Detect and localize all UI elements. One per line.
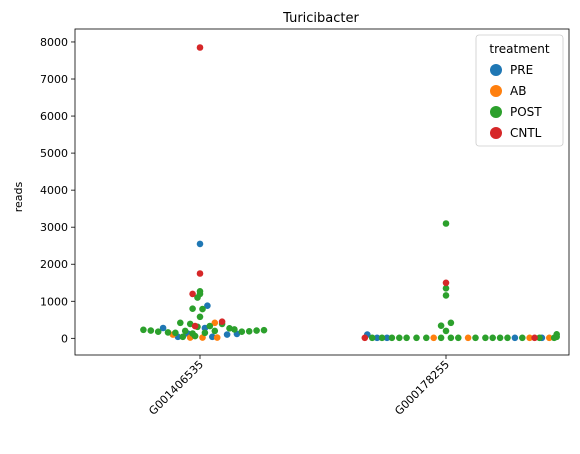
legend-box [475,34,564,147]
data-point-post [189,305,196,313]
chart-title: Turicibacter [282,11,359,26]
data-point-post [413,334,420,342]
data-point-ab [213,334,221,341]
y-tick-label: 8000 [40,36,68,49]
data-points [140,44,560,342]
data-point-pre [383,334,391,342]
data-point-post [211,327,219,335]
data-point-post [164,329,172,336]
data-point-post [154,328,162,336]
data-point-post [442,220,450,227]
data-point-post [253,327,260,334]
data-point-post [368,334,376,342]
data-point-ab [526,334,533,342]
data-point-post [423,334,430,342]
data-point-cntl [191,322,199,330]
data-point-pre [209,333,216,341]
y-axis: 0 1000 2000 3000 4000 5000 6000 7000 8000 [40,36,75,345]
y-tick-label: 7000 [40,73,68,86]
data-point-pre [204,302,211,310]
data-point-ab [546,334,553,342]
y-tick-label: 1000 [40,295,68,308]
data-point-cntl [189,290,196,298]
data-point-post [455,334,462,342]
data-point-post [447,319,455,327]
data-point-cntl [531,334,538,342]
data-point-pre [373,334,381,342]
data-point-post [245,328,253,335]
data-point-post [199,305,206,313]
x-axis: G001406535 G000178255 [146,355,452,418]
data-point-post [378,334,386,342]
legend-marker-pre [490,64,502,76]
data-point-post [191,332,199,340]
legend-title: treatment [489,42,549,56]
y-tick-label: 5000 [40,147,68,160]
legend-label-cntl: CNTL [510,126,542,140]
x-tick-label: G000178255 [392,358,452,418]
data-point-post [550,334,558,342]
legend: treatment PRE AB POST CNTL [475,34,564,147]
data-point-post [177,319,184,327]
data-point-cntl [442,279,450,287]
data-point-ab [430,334,438,342]
y-tick-label: 4000 [40,184,68,197]
data-point-post [442,327,450,335]
data-point-post [504,334,511,342]
y-tick-label: 0 [61,332,68,345]
data-point-post [196,288,204,295]
x-tick-label: G001406535 [146,358,206,418]
legend-marker-ab [490,85,502,97]
data-point-post [472,334,479,342]
data-point-post [206,322,214,330]
data-point-post [196,313,204,321]
data-point-post [260,326,268,334]
data-point-cntl [361,334,369,342]
data-point-ab [464,334,472,342]
data-point-pre [159,324,167,332]
data-point-post [437,334,445,342]
data-point-pre [196,240,204,248]
data-point-post [147,327,155,334]
data-point-post [489,334,497,342]
data-point-post [181,327,189,335]
data-point-post [437,322,445,330]
legend-label-pre: PRE [510,63,533,77]
data-point-post [442,292,450,299]
data-point-post [403,334,410,342]
y-tick-label: 3000 [40,221,68,234]
data-point-post [396,334,403,342]
y-tick-label: 2000 [40,258,68,271]
data-point-post [231,326,238,333]
data-point-post [179,333,187,341]
data-point-post [140,326,147,334]
data-point-pre [511,334,519,342]
data-point-post [238,328,246,336]
data-point-cntl [196,44,204,51]
data-point-post [388,334,396,342]
data-point-post [172,329,179,337]
y-tick-label: 6000 [40,110,68,123]
plot-frame [74,28,570,356]
y-axis-label: reads [12,181,25,212]
data-point-post [519,334,526,342]
data-point-post [442,285,450,292]
data-point-post [536,334,543,342]
data-point-post [496,334,504,342]
data-point-cntl [218,318,226,326]
data-point-ab [211,319,219,327]
legend-marker-post [490,106,502,118]
data-point-pre [223,331,231,338]
data-point-post [447,334,455,342]
data-point-post [201,329,209,337]
data-point-cntl [196,270,204,277]
legend-marker-cntl [490,127,502,139]
legend-label-post: POST [510,105,542,119]
data-point-post [482,334,489,342]
legend-label-ab: AB [510,84,526,98]
